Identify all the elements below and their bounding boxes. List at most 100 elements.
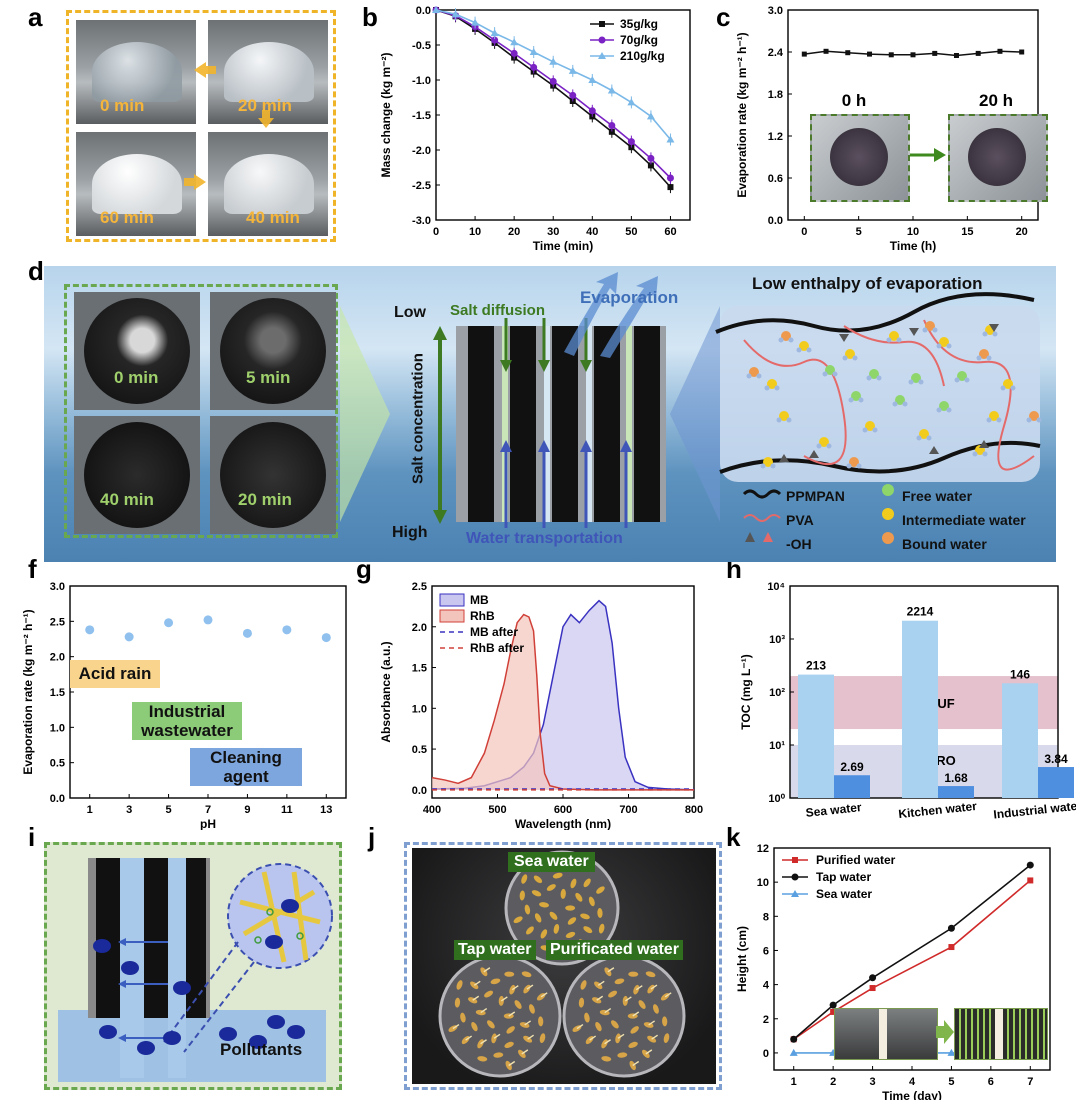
sprout xyxy=(472,995,480,1001)
y-tick-label: 10³ xyxy=(769,634,785,646)
y-tick-label: 0.5 xyxy=(412,744,427,756)
seed xyxy=(553,923,560,934)
data-point xyxy=(647,162,654,169)
legend-free-water: Free water xyxy=(902,488,973,504)
hydrogen-atom xyxy=(892,401,898,407)
water-molecule-intermediate xyxy=(889,331,899,341)
legend-bound-icon xyxy=(882,532,894,544)
caption-0min: 0 min xyxy=(100,96,145,115)
oh-arrow-icon xyxy=(989,324,999,332)
water-molecule xyxy=(254,936,262,944)
ruler xyxy=(995,1009,1003,1059)
panel-label-b: b xyxy=(362,2,378,32)
x-tick-label: 9 xyxy=(244,804,250,816)
y-axis-label: TOC (mg L⁻¹) xyxy=(739,654,753,729)
seed xyxy=(529,1004,535,1014)
seed xyxy=(549,911,558,920)
y-tick-label: 1.0 xyxy=(50,722,65,734)
bar-label-after: 3.84 xyxy=(1044,752,1068,766)
dome-photo-40min xyxy=(208,132,328,236)
data-point xyxy=(203,615,213,625)
hydrogen-atom xyxy=(982,331,988,337)
x-tick-label: 0 xyxy=(433,226,439,238)
pollutant-icon xyxy=(163,1031,181,1045)
x-tick-label: 800 xyxy=(685,804,703,816)
hydrogen-atom xyxy=(866,375,872,381)
seedling-photo-day7 xyxy=(954,1008,1048,1060)
channel xyxy=(594,326,620,522)
hydrogen-atom xyxy=(922,327,928,333)
hydrogen-atom xyxy=(756,373,762,379)
y-tick-label: 6 xyxy=(763,945,769,957)
seed xyxy=(531,890,542,897)
y-tick-label: -3.0 xyxy=(412,215,431,227)
seed xyxy=(519,890,525,901)
hydrogen-atom xyxy=(778,337,784,343)
seed xyxy=(604,967,612,977)
arrow-up-icon xyxy=(538,440,550,452)
legend-label: Tap water xyxy=(816,870,871,884)
salt-photo-5min xyxy=(210,292,336,410)
bar-after xyxy=(834,775,870,798)
caption-d-0min: 0 min xyxy=(114,368,159,387)
oh-arrow-icon xyxy=(779,454,789,462)
seed xyxy=(540,929,548,939)
hydrogen-atom xyxy=(764,385,770,391)
oh-arrow-icon xyxy=(839,334,849,342)
arrow-up-icon xyxy=(620,440,632,452)
sprout xyxy=(597,980,605,986)
data-point xyxy=(829,1001,837,1009)
legend-marker xyxy=(598,52,606,59)
sprout xyxy=(524,1020,532,1026)
data-point xyxy=(647,154,655,162)
channel-gap xyxy=(544,326,550,522)
arrow-down-icon xyxy=(538,360,550,372)
hydrogen-atom xyxy=(842,355,848,361)
sprout xyxy=(480,1039,487,1045)
seed xyxy=(597,908,603,918)
seed xyxy=(454,997,461,1008)
seed xyxy=(595,1021,602,1032)
legend-intermediate-icon xyxy=(882,508,894,520)
hydrogen-atom xyxy=(872,427,878,433)
hydrogen-atom xyxy=(1010,385,1016,391)
x-tick-label: 3 xyxy=(126,804,132,816)
y-tick-label: 2.5 xyxy=(50,616,65,628)
seed xyxy=(538,1016,544,1027)
legend-oh-icon xyxy=(745,532,755,542)
data-point xyxy=(869,985,876,992)
industrial-wastewater-box: Industrial wastewater xyxy=(132,702,242,740)
series-line-RhB xyxy=(431,613,694,791)
seed xyxy=(524,904,531,915)
water-molecule-intermediate xyxy=(799,341,809,351)
data-point xyxy=(321,633,331,643)
arrow-up-icon xyxy=(433,326,447,340)
sprout xyxy=(664,992,672,998)
x-tick-label: 500 xyxy=(488,804,506,816)
x-tick-label: 6 xyxy=(988,1076,994,1088)
water-molecule-bound xyxy=(849,457,859,467)
x-tick-label: 20 xyxy=(508,226,520,238)
water-molecule-intermediate xyxy=(989,411,999,421)
seed xyxy=(514,1000,522,1009)
water-molecule-intermediate xyxy=(845,349,855,359)
legend-label: 70g/kg xyxy=(620,33,658,47)
legend-marker xyxy=(791,890,799,897)
caption-d-40min: 40 min xyxy=(100,490,154,509)
sprout xyxy=(526,984,534,990)
x-tick-label: 600 xyxy=(554,804,572,816)
data-point xyxy=(947,924,955,932)
y-tick-label: 0.0 xyxy=(412,785,427,797)
oh-arrow-icon xyxy=(929,446,939,454)
channel xyxy=(186,858,206,1018)
data-point xyxy=(867,51,873,57)
data-point xyxy=(471,18,480,26)
oh-arrow-icon xyxy=(809,450,819,458)
y-tick-label: 2.5 xyxy=(412,581,427,593)
salt-photo-20min xyxy=(210,416,336,534)
y-tick-label: 2.0 xyxy=(50,652,65,664)
oh-arrow-icon xyxy=(979,440,989,448)
x-axis-label: pH xyxy=(200,817,216,830)
water-molecule xyxy=(296,932,304,940)
salt-disk xyxy=(84,298,190,404)
